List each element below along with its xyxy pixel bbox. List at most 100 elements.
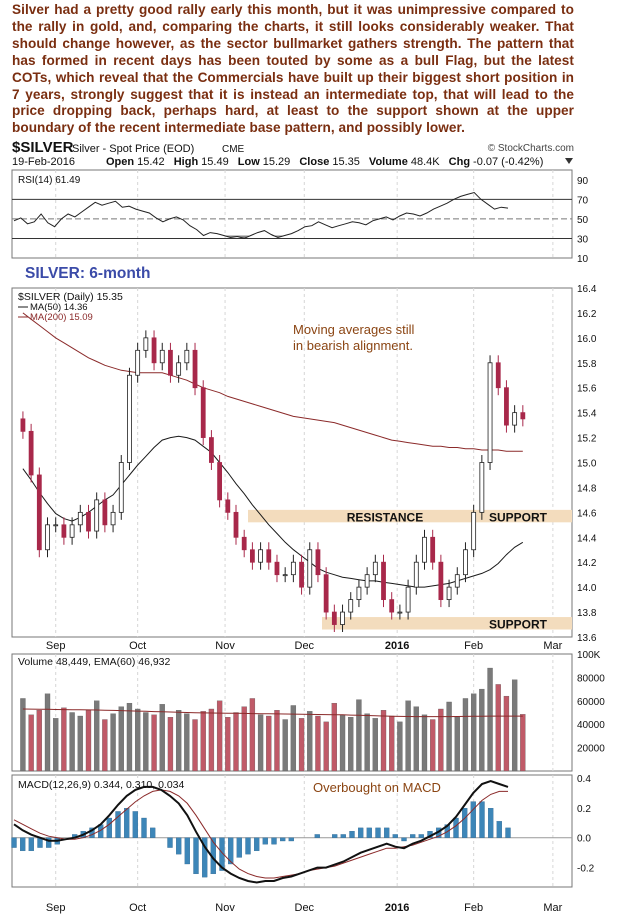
symbol-text: $SILVER	[12, 139, 74, 156]
candle-body	[233, 511, 239, 538]
volume-bar	[438, 708, 444, 772]
macd-histogram-bar	[228, 837, 234, 865]
volume-bar	[331, 702, 337, 772]
candle-body	[217, 462, 223, 501]
candle-body	[159, 349, 165, 364]
description-text: Silver - Spot Price (EOD)	[72, 143, 194, 155]
price-series	[20, 312, 526, 633]
rsi-tick-label: 90	[577, 176, 589, 187]
volume-bar	[307, 711, 313, 772]
x-tick-label: Mar	[543, 640, 562, 652]
volume-bar	[315, 715, 321, 772]
date-text: 19-Feb-2016	[12, 156, 75, 168]
chart-header: $SILVER Silver - Spot Price (EOD) CME © …	[12, 139, 574, 168]
macd-histogram-bar	[410, 834, 416, 838]
volume-bar	[77, 715, 83, 772]
rsi-tick-label: 30	[577, 234, 589, 245]
volume-tick-label: 40000	[577, 720, 605, 731]
candle-body	[94, 499, 100, 532]
macd-histogram-bar	[184, 837, 190, 865]
candle-body	[315, 549, 321, 576]
volume-bar	[126, 702, 133, 772]
candle-body	[28, 430, 34, 476]
candle-body	[282, 574, 288, 577]
candle-body	[504, 387, 509, 426]
price-tick-label: 14.8	[577, 483, 597, 494]
candle-body	[381, 561, 386, 601]
volume-bar	[364, 713, 370, 772]
macd-histogram-bar	[245, 837, 251, 855]
volume-bar	[28, 714, 34, 772]
candle-body	[135, 349, 141, 376]
volume-bar	[85, 710, 92, 772]
macd-tick-label: 0.2	[577, 804, 591, 815]
macd-histogram-bar	[384, 827, 390, 838]
macd-histogram-bar	[401, 837, 407, 842]
volume-bar	[159, 704, 165, 772]
macd-histogram-bar	[288, 837, 294, 842]
candle-body	[192, 349, 198, 389]
candle-body	[389, 599, 395, 613]
volume-bar	[323, 721, 329, 772]
volume-bar	[487, 667, 493, 772]
candle-body	[127, 374, 132, 463]
ma50-legend: MA(50) 14.36	[30, 302, 88, 313]
volume-bar	[36, 710, 42, 772]
macd-histogram-bar	[262, 837, 268, 845]
macd-histogram-bar	[496, 821, 502, 838]
candle-body	[356, 586, 362, 601]
macd-histogram-bar	[46, 837, 52, 848]
candle-body	[479, 462, 485, 513]
rsi-line	[13, 191, 509, 239]
volume-bar	[192, 719, 198, 772]
volume-bar	[233, 712, 239, 772]
volume-bar	[225, 717, 231, 772]
candle-body	[176, 362, 182, 376]
volume-bar	[151, 714, 157, 772]
macd-histogram-bar	[89, 827, 95, 838]
macd-histogram-bar	[271, 837, 277, 845]
candle-body	[512, 412, 518, 426]
axis-labels: Sep Sep Oct Oct Nov Nov Dec Dec 2016 2016 Feb Feb Ma…	[46, 176, 605, 914]
x-tick-label: Oct	[129, 640, 146, 652]
macd-histogram-bar	[141, 817, 147, 838]
macd-histogram-bar	[11, 837, 17, 848]
price-tick-label: 15.2	[577, 434, 597, 445]
support-label: SUPPORT	[489, 510, 548, 524]
x-tick-label: Nov	[215, 640, 235, 652]
candle-body	[61, 524, 67, 538]
price-panel	[11, 287, 573, 638]
price-tick-label: 14.2	[577, 558, 597, 569]
macd-tick-label: 0.4	[577, 774, 591, 785]
macd-histogram-bar	[115, 811, 121, 838]
volume-bar	[135, 708, 141, 772]
volume-bar	[348, 717, 354, 772]
volume-bar	[405, 700, 411, 772]
volume-bar	[69, 712, 75, 772]
volume-bar	[298, 718, 305, 772]
x-tick-label: Sep	[46, 902, 66, 914]
candle-body	[471, 511, 477, 551]
macd-histogram-bar	[479, 801, 485, 838]
macd-histogram-bar	[280, 837, 286, 842]
volume-tick-label: 20000	[577, 744, 605, 755]
volume-bar	[454, 717, 460, 772]
x-tick-label: Dec	[295, 902, 315, 914]
volume-bar	[413, 706, 419, 772]
macd-histogram-bar	[176, 837, 182, 855]
volume-label: Volume 48,449, EMA(60) 46,932	[18, 656, 171, 668]
x-tick-label: Feb	[464, 902, 483, 914]
candle-body	[487, 362, 493, 463]
candle-body	[364, 574, 370, 588]
volume-bar	[257, 714, 264, 772]
macd-label: MACD(12,26,9) 0.344, 0.310, 0.034	[18, 779, 185, 791]
volume-tick-label: 60000	[577, 697, 605, 708]
candle-body	[430, 536, 436, 563]
candle-body	[209, 437, 214, 463]
price-tick-label: 15.4	[577, 409, 597, 420]
macd-histogram-bar	[106, 817, 112, 838]
candle-body	[422, 536, 427, 563]
macd-histogram-bar	[470, 801, 476, 838]
rsi-series	[12, 191, 572, 239]
